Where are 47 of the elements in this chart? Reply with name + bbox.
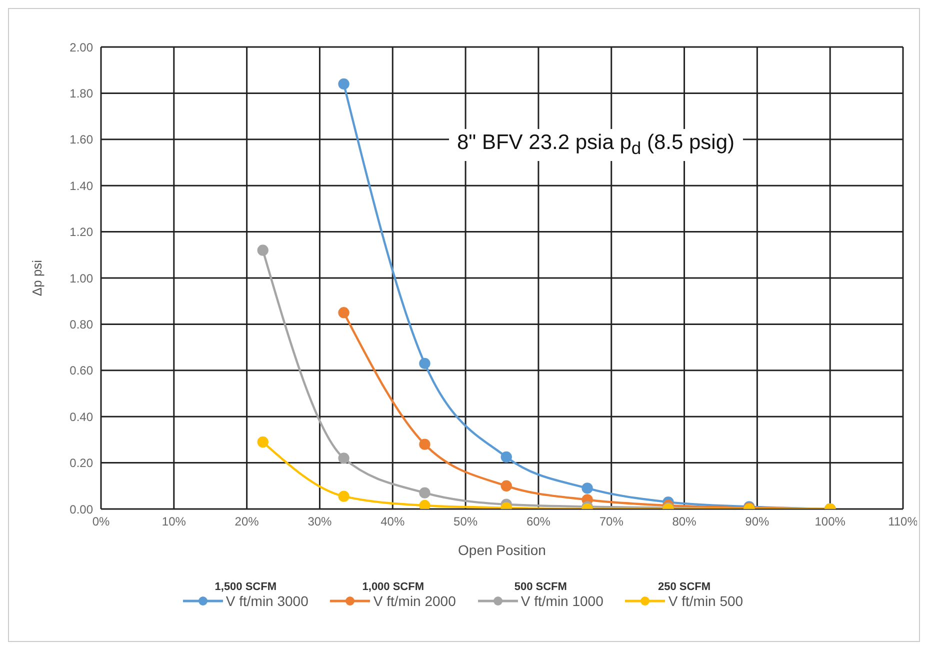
point [338, 78, 350, 90]
x-tick-label: 20% [234, 514, 260, 529]
y-tick-label: 1.60 [70, 132, 94, 147]
y-tick-label: 2.00 [70, 40, 94, 54]
x-tick-label: 70% [599, 514, 624, 529]
point [419, 500, 430, 509]
x-tick-label: 50% [454, 514, 478, 529]
x-tick-label: 90% [745, 514, 770, 529]
x-tick-label: 60% [526, 514, 551, 529]
x-tick-label: 30% [308, 514, 332, 529]
point [582, 482, 593, 494]
x-tick-label: 0% [92, 514, 110, 529]
text: 1,500 SCFM [214, 581, 277, 593]
point [500, 480, 512, 492]
text: 8" BFV 23.2 psia p$_{d}$ (8.5 psig) [449, 129, 742, 162]
y-tick-label: 1.20 [70, 225, 94, 240]
point [419, 487, 430, 498]
text: 250 SCFM [658, 581, 711, 593]
y-tick-label: 0.60 [70, 364, 94, 378]
legend-label: V ft/min 2000 [373, 593, 456, 609]
point [500, 451, 512, 463]
text: 500 SCFM [514, 581, 567, 593]
x-axis-title: Open Position [458, 542, 546, 558]
text: 1,000 SCFM [362, 581, 424, 593]
y-tick-label: 0.00 [70, 502, 94, 516]
point [419, 438, 430, 450]
y-tick-label: 0.40 [70, 410, 94, 424]
x-tick-label: 100% [814, 514, 846, 529]
point [257, 436, 268, 448]
legend-label: V ft/min 3000 [226, 593, 308, 609]
y-tick-label: 1.80 [70, 86, 94, 100]
legend-label: V ft/min 500 [668, 593, 744, 609]
x-tick-label: 40% [380, 514, 405, 529]
x-tick-label: 110% [888, 514, 918, 529]
point [257, 244, 268, 256]
point [338, 490, 350, 502]
point [419, 358, 430, 370]
y-tick-label: 1.00 [70, 271, 94, 286]
y-tick-label: 0.80 [70, 317, 94, 332]
point [338, 452, 350, 464]
x-tick-label: 80% [672, 514, 697, 529]
x-tick-label: 10% [162, 514, 186, 529]
y-axis-title: Δp psi [30, 260, 45, 296]
point [338, 307, 350, 318]
y-tick-label: 1.40 [70, 178, 94, 193]
y-tick-label: 0.20 [70, 456, 94, 470]
legend-label: V ft/min 1000 [520, 593, 604, 609]
